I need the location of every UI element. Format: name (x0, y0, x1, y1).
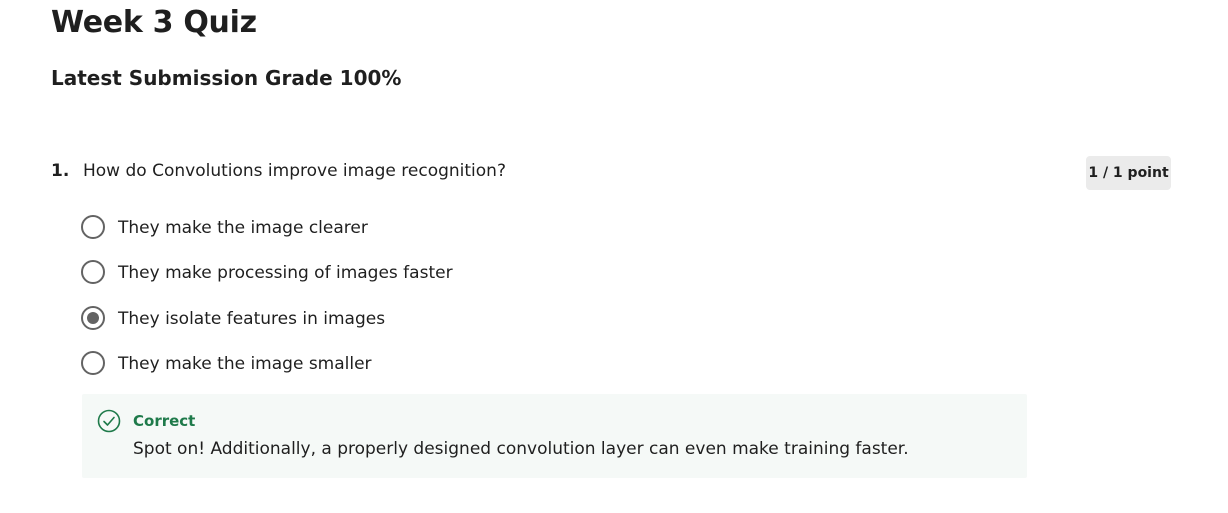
points-badge: 1 / 1 point (1086, 156, 1171, 190)
option-label: They make the image clearer (118, 218, 368, 238)
check-circle-icon (97, 409, 121, 433)
page-title: Week 3 Quiz (51, 5, 257, 40)
feedback-message: Spot on! Additionally, a properly design… (133, 439, 909, 459)
radio-button[interactable] (81, 215, 105, 239)
feedback-status: Correct (133, 412, 196, 430)
answer-option[interactable]: They make processing of images faster (81, 257, 581, 287)
radio-button[interactable] (81, 260, 105, 284)
question-number: 1. (51, 161, 70, 181)
answer-option[interactable]: They isolate features in images (81, 303, 581, 333)
radio-button[interactable] (81, 306, 105, 330)
option-label: They isolate features in images (118, 309, 386, 329)
option-label: They make the image smaller (118, 354, 372, 374)
question-text: How do Convolutions improve image recogn… (83, 161, 506, 181)
submission-grade: Latest Submission Grade 100% (51, 66, 402, 90)
answer-option[interactable]: They make the image clearer (81, 212, 581, 242)
radio-button[interactable] (81, 351, 105, 375)
answer-option[interactable]: They make the image smaller (81, 348, 581, 378)
feedback-panel: Correct Spot on! Additionally, a properl… (82, 394, 1027, 478)
option-label: They make processing of images faster (118, 263, 453, 283)
